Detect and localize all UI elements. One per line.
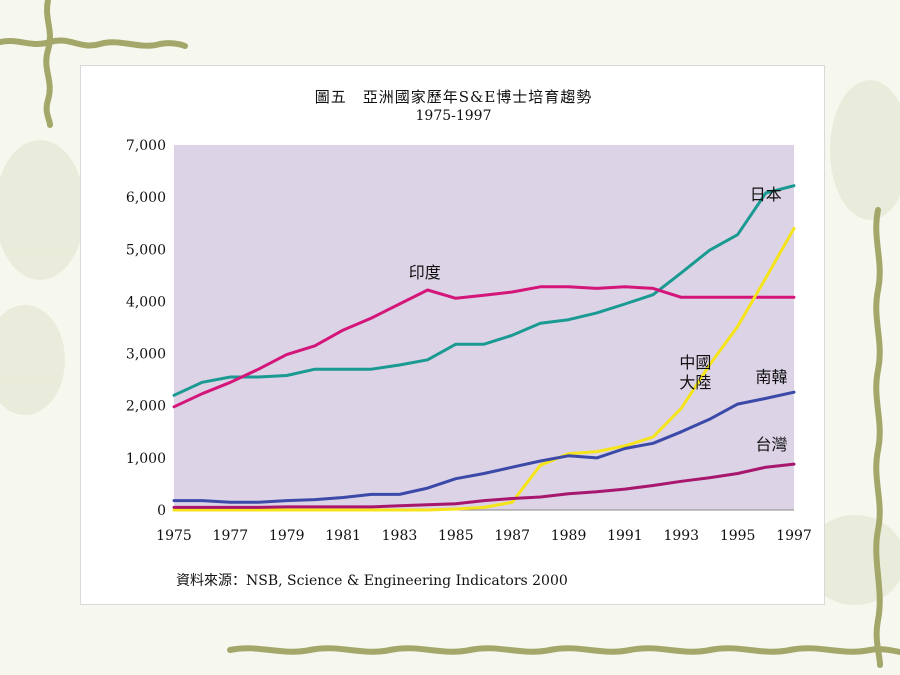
x-tick-label: 1981 — [325, 528, 361, 544]
y-tick-label: 7,000 — [126, 138, 166, 154]
series-label: 南韓 — [755, 367, 787, 386]
plot-area — [174, 145, 794, 510]
y-tick-label: 5,000 — [126, 242, 166, 258]
series-line-日本 — [172, 184, 796, 397]
chart-source: 資料來源：NSB, Science & Engineering Indicato… — [176, 573, 568, 589]
series-line-印度 — [172, 285, 796, 409]
series-line-中國大陸 — [172, 226, 796, 512]
x-tick-label: 1995 — [720, 528, 756, 544]
x-tick-label: 1993 — [663, 528, 699, 544]
y-tick-label: 4,000 — [126, 294, 166, 310]
series-label: 台灣 — [755, 435, 787, 454]
x-tick-label: 1979 — [269, 528, 305, 544]
x-tick-label: 1997 — [776, 528, 812, 544]
chart-subtitle: 1975-1997 — [415, 108, 492, 124]
series-label: 大陸 — [679, 373, 711, 392]
y-tick-label: 1,000 — [126, 451, 166, 467]
x-tick-label: 1983 — [382, 528, 418, 544]
chart-frame: 圖五 亞洲國家歷年S&E博士培育趨勢 1975-1997 7,000 6,000 5… — [80, 65, 825, 605]
series-label: 印度 — [409, 263, 441, 282]
y-tick-label: 0 — [157, 503, 166, 519]
y-tick-label: 2,000 — [126, 399, 166, 415]
x-tick-label: 1985 — [438, 528, 474, 544]
x-tick-label: 1991 — [607, 528, 643, 544]
series-line-台灣 — [172, 462, 796, 509]
line-chart: 7,000 6,000 5,000 4,000 3,000 2,000 1,000 0 1975… — [126, 138, 812, 544]
series-line-南韓 — [172, 390, 796, 504]
series-label: 中國 — [679, 353, 711, 372]
x-tick-label: 1987 — [494, 528, 530, 544]
x-tick-label: 1975 — [156, 528, 192, 544]
y-tick-label: 3,000 — [126, 347, 166, 363]
series-label: 日本 — [750, 185, 782, 204]
x-tick-label: 1977 — [213, 528, 249, 544]
chart-title: 圖五 亞洲國家歷年S&E博士培育趨勢 — [314, 88, 593, 106]
x-tick-label: 1989 — [551, 528, 587, 544]
y-tick-label: 6,000 — [126, 190, 166, 206]
